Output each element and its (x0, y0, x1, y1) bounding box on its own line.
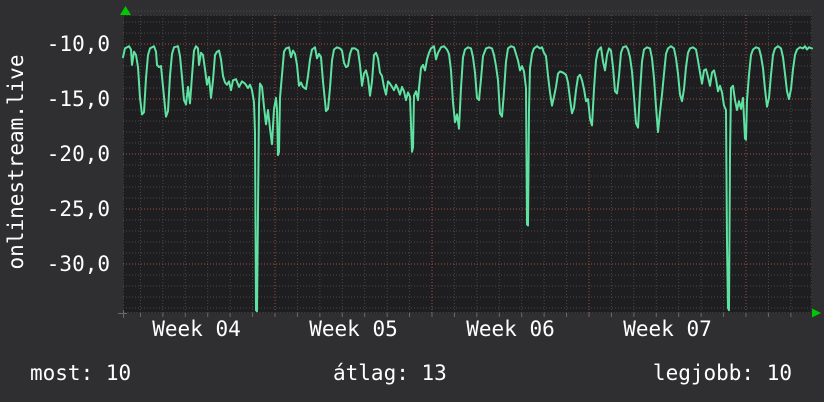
x-axis-labels: Week 04 Week 05 Week 06 Week 07 (0, 317, 824, 343)
x-week-label: Week 06 (466, 317, 555, 341)
y-tick-label: -20,0 (46, 142, 110, 167)
x-axis-arrow-icon (812, 308, 821, 318)
y-axis-arrow-icon (120, 6, 131, 15)
y-axis-labels: -10,0 -15,0 -20,0 -25,0 -30,0 (0, 0, 110, 320)
stat-current: most: 10 (30, 361, 132, 385)
y-tick-label: -30,0 (46, 252, 110, 277)
y-tick-label: -15,0 (46, 87, 110, 112)
series-line (122, 45, 813, 313)
plot-background (123, 15, 812, 313)
stat-best: legjobb: 10 (652, 361, 792, 385)
plot-border (123, 15, 812, 313)
y-tick-label: -25,0 (46, 197, 110, 222)
x-week-label: Week 05 (309, 317, 398, 341)
x-week-label: Week 07 (623, 317, 712, 341)
y-tick-label: -10,0 (46, 32, 110, 57)
stats-footer: most: 10 átlag: 13 legjobb: 10 (0, 360, 824, 388)
x-week-label: Week 04 (152, 317, 241, 341)
stat-average: átlag: 13 (333, 361, 447, 385)
